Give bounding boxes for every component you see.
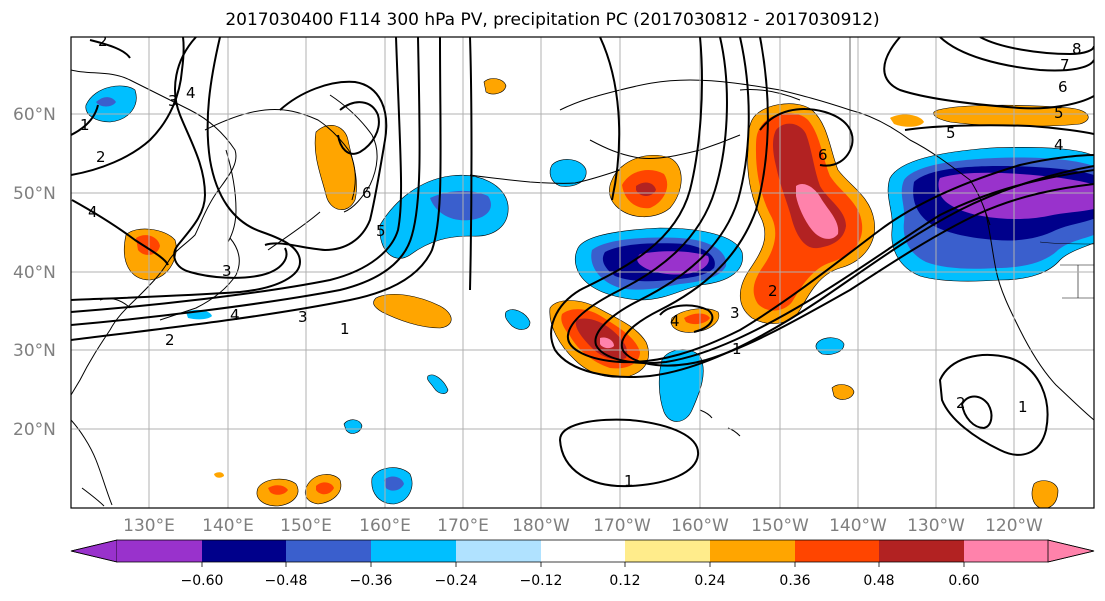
colorbar-tick-neg012: −0.12	[520, 573, 563, 589]
map-frame	[70, 36, 1095, 509]
colorbar-segment-pale	[456, 540, 542, 562]
lat-label-60n: 60°N	[13, 105, 56, 125]
lon-label-160w: 160°W	[671, 516, 729, 536]
contour-label-3: 3	[222, 262, 232, 280]
contour-label-4: 4	[230, 306, 240, 324]
precip-shading	[85, 78, 1094, 508]
colorbar-tick-neg048: −0.48	[265, 573, 308, 589]
colorbar-segment-white	[541, 540, 626, 562]
lon-label-170e: 170°E	[437, 516, 489, 536]
pv-contours	[71, 37, 1094, 488]
lon-label-130e: 130°E	[123, 516, 175, 536]
anomaly-nw-blue	[85, 85, 137, 123]
anomaly-aleutian-blue	[549, 159, 587, 187]
contour-label-1: 1	[340, 320, 350, 338]
colorbar-extend-high	[1047, 539, 1095, 563]
colorbar-segment-sky	[371, 540, 457, 562]
lon-label-180w: 180°W	[512, 516, 570, 536]
lat-label-50n: 50°N	[13, 184, 56, 204]
map-title: 2017030400 F114 300 hPa PV, precipitatio…	[225, 10, 880, 30]
lon-label-140w: 140°W	[829, 516, 887, 536]
colorbar-tick-012: 0.12	[609, 573, 640, 589]
colorbar-segment-darkred	[879, 540, 965, 562]
contour-label-3: 3	[168, 92, 178, 110]
contour-label-4: 4	[186, 84, 196, 102]
longitude-labels: 130°E 140°E 150°E 160°E 170°E 180°W 170°…	[123, 516, 1043, 536]
lon-label-120w: 120°W	[985, 516, 1043, 536]
colorbar-tick-048: 0.48	[863, 573, 894, 589]
contour-label-1: 1	[80, 116, 90, 134]
contour-labels: 2 1 2 4 3 4 3 4 3 1 2 6 5 4 3 2 1 6 5 4 …	[80, 32, 1082, 490]
colorbar-segment-navy	[202, 540, 287, 562]
anomaly-145w-orange-small	[831, 384, 855, 400]
colorbar-extend-low	[70, 539, 118, 563]
colorbar-segment-royal	[286, 540, 372, 562]
colorbar-segment-purple	[117, 540, 203, 562]
lat-label-30n: 30°N	[13, 341, 56, 361]
lat-label-20n: 20°N	[13, 420, 56, 440]
contour-label-7: 7	[1060, 56, 1070, 74]
lon-label-140e: 140°E	[202, 516, 254, 536]
contour-label-4: 4	[670, 312, 680, 330]
colorbar-tick-024: 0.24	[694, 573, 725, 589]
colorbar-segment-yellow	[625, 540, 711, 562]
contour-label-2: 2	[96, 148, 106, 166]
anomaly-gulf-alaska-orange	[890, 104, 1089, 127]
anomaly-160e-orange	[373, 293, 452, 329]
contour-label-3: 3	[730, 304, 740, 322]
contour-label-6: 6	[818, 146, 828, 164]
contour-label-2: 2	[98, 32, 108, 50]
colorbar-tick-neg060: −0.60	[181, 573, 224, 589]
colorbar-tick-036: 0.36	[779, 573, 810, 589]
contour-label-6: 6	[362, 184, 372, 202]
lon-label-160e: 160°E	[359, 516, 411, 536]
contour-label-1: 1	[1018, 398, 1028, 416]
colorbar-tick-060: 0.60	[948, 573, 979, 589]
colorbar-segment-red	[795, 540, 880, 562]
colorbar-segment-pink	[964, 540, 1049, 562]
contour-label-8: 8	[1072, 40, 1082, 58]
anomaly-150w-positive	[739, 103, 875, 324]
contour-label-2: 2	[956, 394, 966, 412]
contour-label-2: 2	[165, 331, 175, 349]
latitude-labels: 60°N 50°N 40°N 30°N 20°N	[13, 105, 56, 440]
contour-label-1: 1	[732, 340, 742, 358]
contour-label-6: 6	[1058, 78, 1068, 96]
lon-label-170w: 170°W	[593, 516, 651, 536]
contour-label-1: 1	[624, 472, 634, 490]
contour-label-5: 5	[946, 124, 956, 142]
contour-label-5: 5	[376, 222, 386, 240]
contour-label-2: 2	[768, 282, 778, 300]
anomaly-southwest-small	[186, 78, 1059, 508]
contour-label-4: 4	[88, 203, 98, 221]
colorbar-segment-orange	[710, 540, 796, 562]
contour-label-3: 3	[298, 308, 308, 326]
colorbar-tick-neg024: −0.24	[435, 573, 478, 589]
lon-label-150e: 150°E	[280, 516, 332, 536]
colorbar: −0.60 −0.48 −0.36 −0.24 −0.12 0.12 0.24 …	[70, 539, 1095, 589]
contour-label-4: 4	[1054, 136, 1064, 154]
lon-label-150w: 150°W	[751, 516, 809, 536]
lon-label-130w: 130°W	[907, 516, 965, 536]
lat-label-40n: 40°N	[13, 263, 56, 283]
colorbar-tick-neg036: −0.36	[350, 573, 393, 589]
contour-label-5: 5	[1054, 104, 1064, 122]
